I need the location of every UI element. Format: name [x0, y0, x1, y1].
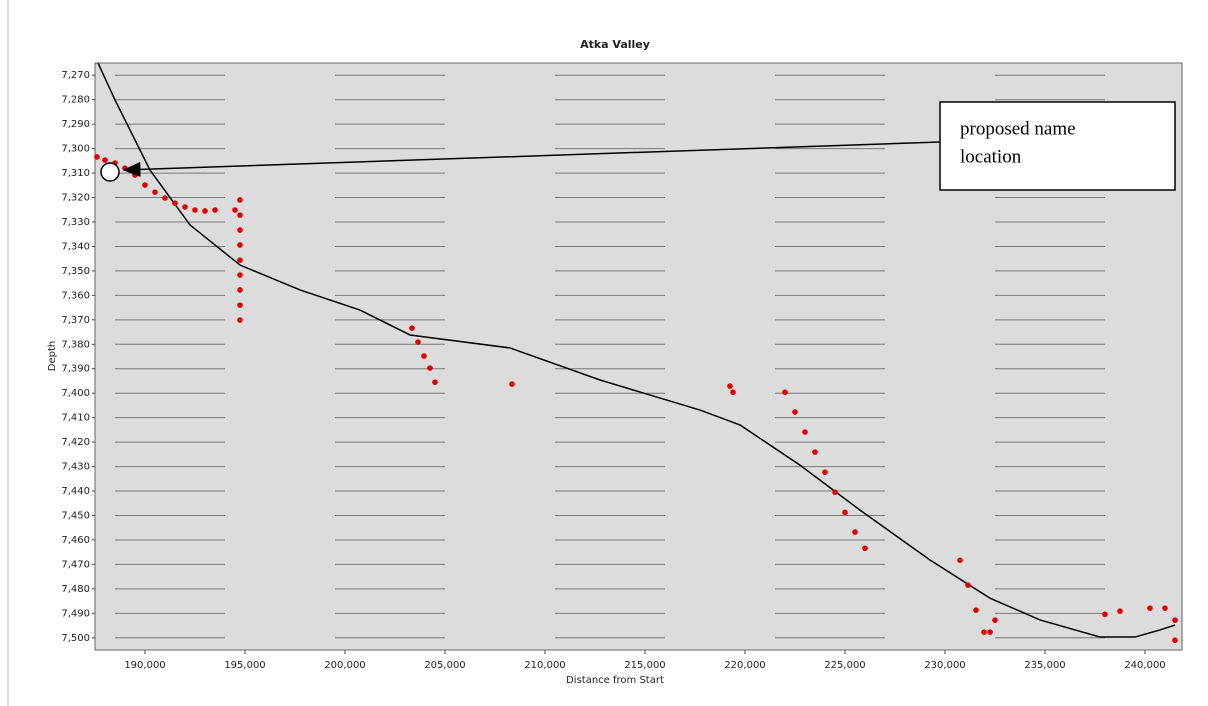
annotation-text: location	[960, 146, 1022, 167]
data-point	[192, 207, 198, 213]
x-tick-label: 225,000	[824, 660, 865, 671]
annotation-text: proposed name	[960, 118, 1076, 139]
y-tick-label: 7,400	[61, 388, 90, 399]
y-axis-label: Depth	[47, 341, 58, 371]
y-tick-label: 7,320	[61, 193, 90, 204]
annotation: proposed name location	[100, 101, 1176, 191]
data-point	[1172, 637, 1178, 644]
profile-line	[97, 62, 1176, 638]
y-tick-label: 7,300	[61, 144, 90, 155]
data-point	[202, 208, 208, 214]
y-tick-label: 7,390	[61, 364, 90, 375]
y-tick-label: 7,270	[61, 70, 90, 81]
data-point	[812, 449, 818, 455]
data-point	[94, 154, 100, 160]
data-point	[415, 339, 421, 345]
y-tick-label: 7,410	[61, 413, 90, 424]
data-point	[132, 172, 138, 178]
x-tick-label: 215,000	[624, 660, 665, 671]
data-point	[237, 227, 243, 233]
y-tick-label: 7,330	[61, 217, 90, 228]
x-tick-label: 195,000	[224, 660, 265, 671]
data-point	[1147, 605, 1153, 611]
data-point	[182, 204, 188, 210]
y-tick-label: 7,500	[61, 633, 90, 644]
y-tick-label: 7,480	[61, 584, 90, 595]
y-tick-label: 7,360	[61, 290, 90, 301]
data-point	[421, 353, 427, 359]
y-tick-label: 7,290	[61, 119, 90, 130]
data-point	[237, 302, 243, 308]
data-point	[730, 389, 736, 396]
y-tick-label: 7,470	[61, 559, 90, 570]
y-tick-label: 7,440	[61, 486, 90, 497]
data-point	[427, 365, 433, 371]
chart-title: Atka Valley	[580, 38, 650, 51]
data-point	[237, 317, 243, 323]
data-point	[237, 197, 243, 203]
x-tick-label: 190,000	[124, 660, 165, 671]
data-point	[862, 545, 868, 552]
data-point	[509, 381, 515, 387]
data-point	[237, 272, 243, 278]
y-tick-label: 7,310	[61, 168, 90, 179]
data-point	[973, 607, 979, 613]
x-axis-label: Distance from Start	[566, 675, 664, 686]
data-point	[142, 182, 148, 188]
data-point	[237, 212, 243, 218]
data-point	[1102, 611, 1108, 618]
data-point	[237, 287, 243, 293]
data-point	[992, 617, 998, 623]
y-tick-label: 7,450	[61, 510, 90, 521]
y-tick-label: 7,370	[61, 315, 90, 326]
data-point	[957, 557, 963, 564]
plot: 7,270 7,280 7,290 7,300 7,310 7,320 7,330 7,340…	[61, 62, 1178, 671]
data-point	[965, 582, 971, 588]
data-point	[172, 200, 178, 206]
data-point	[792, 409, 798, 415]
data-point	[1172, 617, 1178, 623]
y-tick-label: 7,380	[61, 339, 90, 350]
data-point	[152, 189, 158, 195]
data-point	[232, 207, 238, 213]
y-tick-label: 7,420	[61, 437, 90, 448]
y-tick-label: 7,280	[61, 95, 90, 106]
annotation-box	[939, 101, 1176, 191]
y-tick-label: 7,430	[61, 462, 90, 473]
data-point	[162, 195, 168, 201]
y-tick-label: 7,490	[61, 608, 90, 619]
data-point	[981, 629, 987, 635]
data-point	[782, 389, 788, 396]
data-point	[1117, 608, 1123, 614]
data-point	[237, 242, 243, 248]
data-point	[822, 469, 828, 475]
x-tick-label: 240,000	[1124, 660, 1165, 671]
x-tick-label: 235,000	[1024, 660, 1065, 671]
data-point	[727, 383, 733, 389]
annotation-arrow	[122, 141, 941, 177]
data-point	[852, 529, 858, 535]
data-point	[409, 325, 415, 331]
data-point	[432, 379, 438, 385]
y-tick-label: 7,340	[61, 241, 90, 252]
x-tick-label: 220,000	[724, 660, 765, 671]
y-tick-label: 7,350	[61, 266, 90, 277]
x-tick-label: 200,000	[324, 660, 365, 671]
y-tick-label: 7,460	[61, 535, 90, 546]
data-point	[802, 429, 808, 435]
data-point	[987, 629, 993, 635]
data-point	[842, 509, 848, 516]
data-point	[237, 257, 243, 263]
x-tick-label: 205,000	[424, 660, 465, 671]
data-point	[832, 489, 838, 496]
data-point	[212, 207, 218, 213]
location-marker	[100, 162, 120, 182]
x-tick-label: 230,000	[924, 660, 965, 671]
data-point	[1162, 605, 1168, 611]
x-tick-label: 210,000	[524, 660, 565, 671]
data-point	[102, 157, 108, 163]
